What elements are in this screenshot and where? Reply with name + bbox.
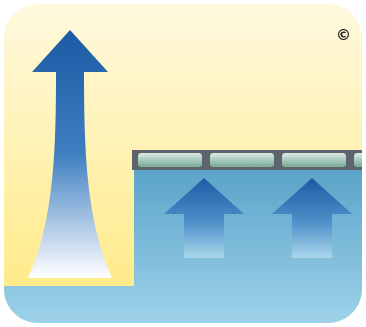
- large-upward-arrow-icon: [28, 30, 112, 278]
- cover-panel: [138, 153, 202, 167]
- cover-panel: [210, 153, 274, 167]
- cover-panel: [354, 153, 362, 167]
- pool-cover: [132, 150, 362, 170]
- water-body: [4, 168, 362, 323]
- upward-arrow-icon: [272, 178, 352, 258]
- upward-arrow-icon: [164, 178, 244, 258]
- cover-panel: [282, 153, 346, 167]
- copyright-mark: ©: [336, 26, 351, 44]
